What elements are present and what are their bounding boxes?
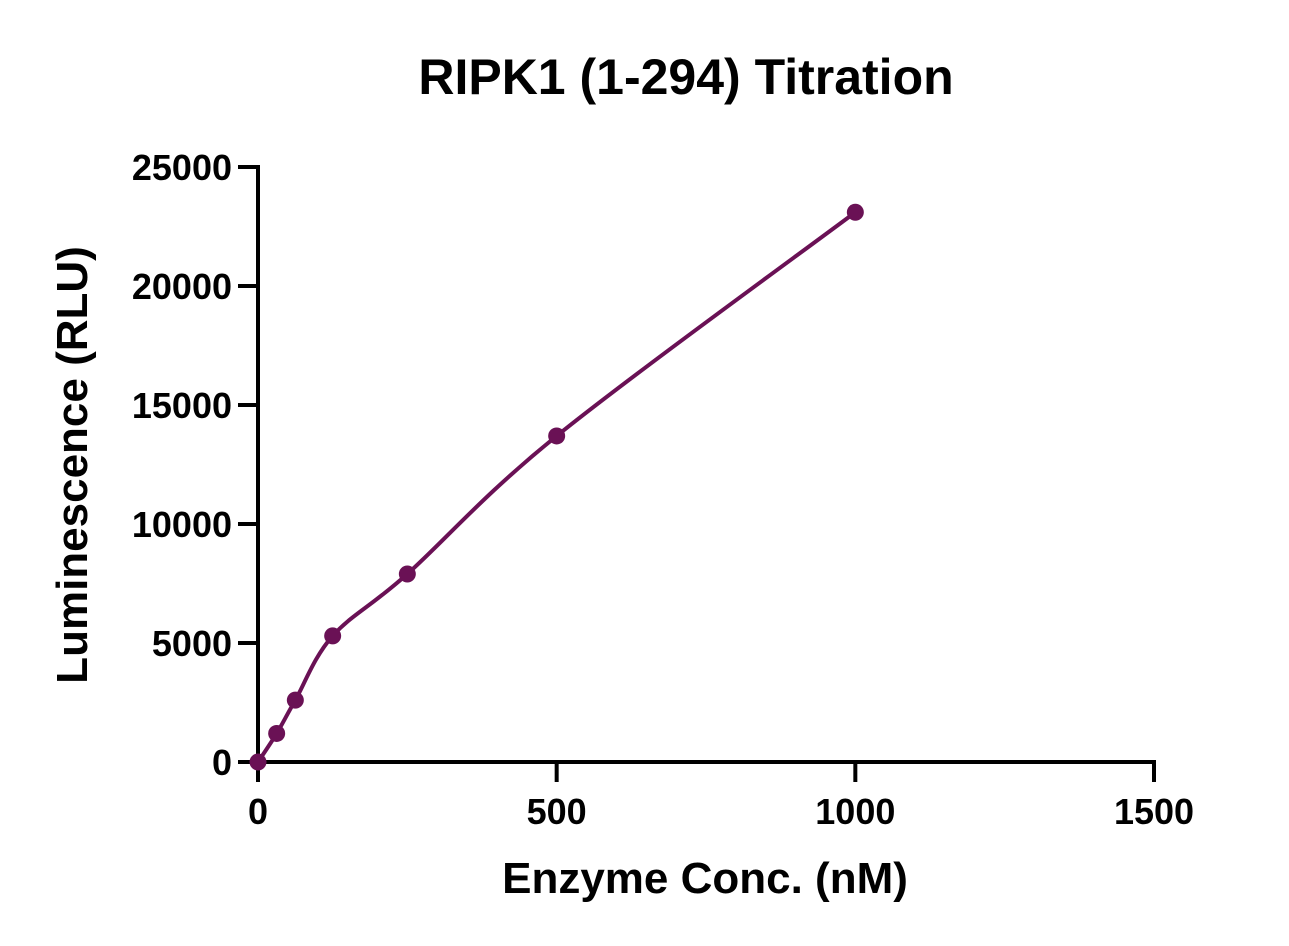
y-tick-label: 25000 — [132, 147, 232, 188]
data-point-5 — [548, 427, 566, 445]
x-tick-label: 0 — [248, 791, 268, 832]
x-axis-label: Enzyme Conc. (nM) — [502, 854, 908, 903]
y-tick-label: 20000 — [132, 266, 232, 307]
chart-title: RIPK1 (1-294) Titration — [418, 49, 953, 105]
data-point-1 — [268, 724, 286, 742]
data-point-4 — [398, 565, 416, 583]
y-tick-label: 0 — [212, 742, 232, 783]
data-point-0 — [249, 753, 267, 771]
data-point-3 — [324, 627, 342, 645]
y-tick-label: 5000 — [152, 623, 232, 664]
data-point-6 — [846, 203, 864, 221]
x-tick-label: 1500 — [1114, 791, 1194, 832]
plot-layer — [249, 203, 864, 771]
data-point-2 — [286, 691, 304, 709]
y-axis-label: Luminescence (RLU) — [48, 246, 97, 684]
x-tick-label: 1000 — [815, 791, 895, 832]
y-tick-label: 10000 — [132, 504, 232, 545]
x-tick-label: 500 — [527, 791, 587, 832]
y-tick-label: 15000 — [132, 385, 232, 426]
fit-curve-0 — [256, 210, 857, 764]
